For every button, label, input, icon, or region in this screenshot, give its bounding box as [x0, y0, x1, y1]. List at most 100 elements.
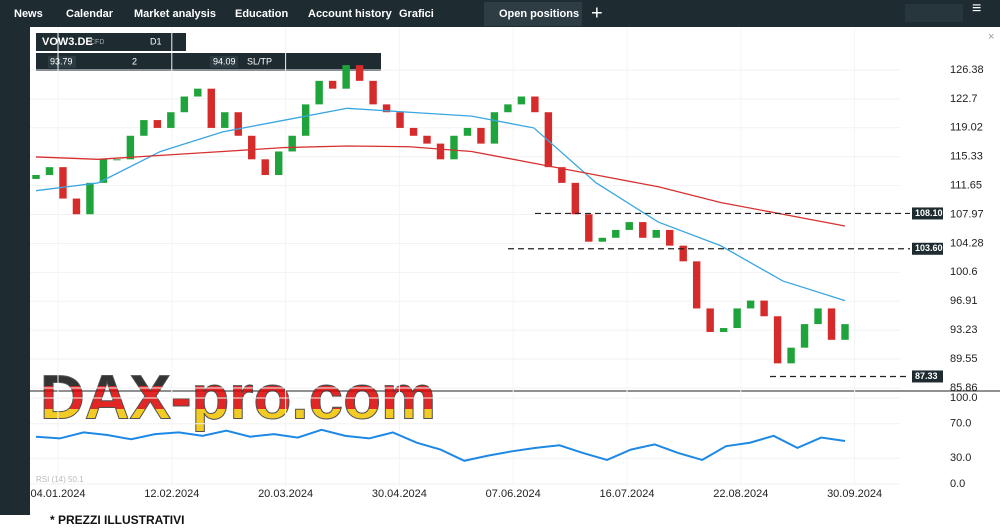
- level-label: 103.60: [915, 243, 943, 253]
- nav-item[interactable]: Grafici: [399, 8, 434, 20]
- candle: [207, 88, 215, 128]
- account-box: [905, 4, 963, 22]
- candle: [301, 104, 310, 136]
- candle: [167, 112, 175, 128]
- candle: [612, 229, 620, 238]
- candle: [558, 167, 566, 183]
- nav-item[interactable]: News: [14, 8, 43, 20]
- candle: [760, 300, 768, 317]
- menu-icon[interactable]: ≡: [972, 0, 981, 17]
- candle: [625, 222, 633, 230]
- candle: [274, 151, 283, 176]
- candle: [639, 222, 647, 238]
- toolbar-ask[interactable]: 94.09: [213, 56, 236, 66]
- candle: [652, 229, 660, 238]
- y-tick-label: 85.86: [950, 382, 978, 394]
- x-tick-label: 22.08.2024: [713, 488, 768, 500]
- candle: [221, 112, 229, 128]
- x-tick-label: 20.03.2024: [258, 488, 313, 500]
- close-icon[interactable]: ×: [988, 31, 994, 43]
- y-tick-label: 111.65: [950, 180, 982, 192]
- ask-box: [210, 56, 238, 68]
- y-tick-label: 115.33: [950, 151, 983, 163]
- rsi-tick-label: 70.0: [950, 418, 971, 430]
- toolbar-bid[interactable]: 93.79: [50, 56, 73, 66]
- candle: [571, 182, 580, 215]
- toolbar-volume[interactable]: 2: [132, 56, 137, 66]
- candle: [544, 112, 553, 168]
- candle: [396, 112, 404, 128]
- x-tick-label: 30.04.2024: [372, 488, 427, 500]
- rsi-line: [35, 428, 846, 462]
- candle: [328, 80, 337, 89]
- x-tick-label: 07.06.2024: [486, 488, 541, 500]
- nav-item[interactable]: Account history: [308, 8, 393, 20]
- ma-ma_fast: [35, 107, 846, 302]
- candle: [463, 127, 472, 136]
- candle: [706, 308, 714, 332]
- candle: [517, 96, 526, 105]
- rsi-tick-label: 100.0: [950, 392, 978, 404]
- x-tick-label: 12.02.2024: [144, 488, 199, 500]
- candle: [261, 159, 269, 176]
- y-tick-label: 122.7: [950, 93, 978, 105]
- candle: [719, 328, 728, 332]
- level-label: 108.10: [915, 208, 943, 218]
- candle: [234, 112, 242, 136]
- add-tab[interactable]: +: [591, 2, 603, 24]
- candle: [598, 237, 607, 242]
- candle: [679, 245, 687, 262]
- candle: [153, 120, 162, 128]
- candle: [787, 347, 795, 364]
- candle: [450, 135, 458, 160]
- candle: [99, 159, 108, 183]
- candle: [814, 308, 822, 325]
- level-tag: [912, 207, 943, 220]
- candle: [369, 80, 377, 105]
- y-tick-label: 126.38: [950, 64, 984, 76]
- candle: [140, 120, 148, 136]
- candle: [436, 143, 445, 160]
- y-tick-label: 104.28: [950, 237, 984, 249]
- candle: [841, 324, 849, 340]
- candle: [113, 159, 121, 161]
- nav-item[interactable]: Education: [235, 8, 288, 20]
- candle: [72, 198, 81, 215]
- toolbar-symbol[interactable]: VOW3.DE: [42, 36, 93, 48]
- toolbar-sltp[interactable]: SL/TP: [247, 56, 272, 66]
- candle: [248, 135, 256, 160]
- candle: [32, 175, 40, 179]
- y-tick-label: 100.6: [950, 266, 978, 278]
- nav-item[interactable]: Open positions: [499, 8, 579, 20]
- candle: [827, 308, 836, 340]
- rsi-tick-label: 0.0: [950, 478, 965, 490]
- x-tick-label: 30.09.2024: [827, 488, 882, 500]
- candle: [45, 167, 54, 176]
- nav-item[interactable]: Calendar: [66, 8, 114, 20]
- candle: [382, 104, 391, 113]
- candle: [315, 80, 323, 105]
- x-tick-label: 16.07.2024: [599, 488, 654, 500]
- candle: [59, 167, 67, 199]
- bid-box: [48, 56, 76, 68]
- x-tick-label: 04.01.2024: [30, 488, 85, 500]
- candle: [733, 308, 741, 329]
- ma-ma_slow: [35, 145, 846, 227]
- footnote: * PREZZI ILLUSTRATIVI: [50, 513, 184, 527]
- nav-item[interactable]: Market analysis: [134, 8, 216, 20]
- toolbar-timeframe[interactable]: D1: [150, 36, 162, 46]
- candle: [423, 135, 431, 144]
- toolbar-kind[interactable]: CFD: [90, 39, 104, 46]
- candle: [692, 261, 701, 309]
- candle: [490, 112, 499, 144]
- candle: [504, 104, 512, 113]
- candle: [288, 135, 296, 152]
- level-label: 87.33: [915, 371, 938, 381]
- candle: [531, 96, 539, 113]
- candle: [666, 229, 674, 246]
- tab-bg: [484, 2, 582, 26]
- rsi-tick-label: 30.0: [950, 452, 971, 464]
- candle: [773, 316, 782, 364]
